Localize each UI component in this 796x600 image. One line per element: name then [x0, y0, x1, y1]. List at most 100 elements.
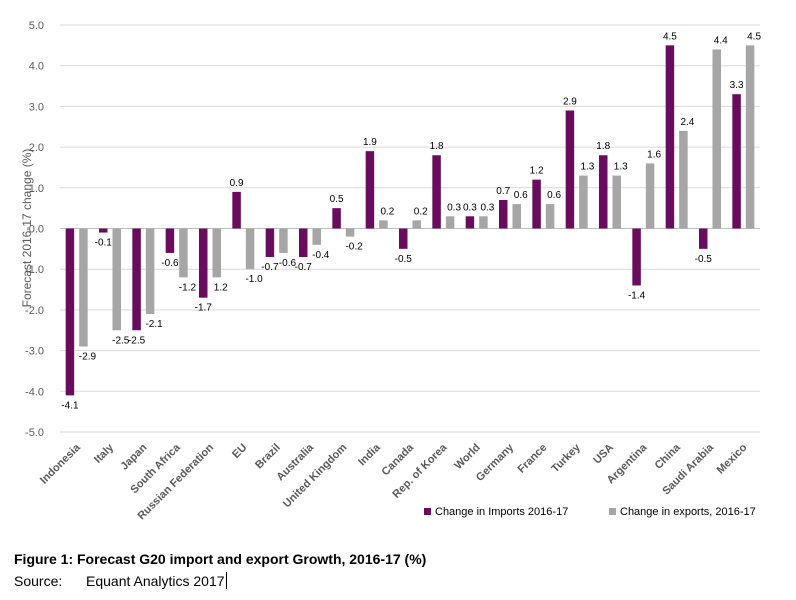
bar-imports: [265, 228, 275, 257]
bar-imports: [399, 228, 408, 249]
bar-imports: [165, 228, 175, 253]
data-label: 1.2: [530, 166, 544, 177]
x-tick-label: Turkey: [549, 441, 583, 475]
data-label: 3.3: [730, 80, 744, 91]
data-label: -2.1: [145, 319, 163, 330]
bar-exports: [612, 175, 621, 229]
data-label: 0.3: [480, 202, 494, 213]
x-tick-label: India: [356, 441, 383, 468]
bar-imports: [465, 216, 475, 229]
bar-imports: [699, 228, 708, 249]
bar-imports: [565, 110, 575, 229]
y-tick-label: 4.0: [29, 61, 44, 73]
gridlines: [60, 24, 760, 433]
data-label: 1.3: [580, 162, 594, 173]
data-label: 0.6: [547, 190, 561, 201]
bar-exports: [545, 204, 555, 229]
y-tick-label: 2.0: [29, 142, 44, 154]
bar-exports: [279, 228, 288, 253]
x-tick-label: United Kingdom: [281, 441, 350, 510]
text-cursor: [225, 572, 227, 589]
legend-swatch-imports: [424, 508, 431, 515]
bar-imports: [232, 191, 241, 229]
data-label: 0.7: [496, 186, 510, 197]
bar-imports: [599, 155, 608, 229]
bar-imports: [732, 94, 741, 229]
y-tick-label: -1.0: [25, 264, 44, 276]
data-label: -0.6: [279, 258, 297, 269]
bar-exports: [145, 228, 155, 314]
data-label: 1.2: [214, 282, 228, 293]
bar-imports: [532, 179, 541, 229]
legend-label-imports: Change in Imports 2016-17: [435, 506, 568, 518]
bar-imports: [65, 228, 75, 396]
data-label: 4.5: [663, 31, 677, 42]
data-label: 1.6: [647, 149, 661, 160]
y-tick-label: 0.0: [29, 224, 44, 236]
data-label: 0.5: [330, 194, 344, 205]
bar-imports: [432, 155, 441, 229]
y-tick-label: -5.0: [25, 427, 44, 439]
bar-imports: [632, 228, 641, 286]
data-label: 1.8: [596, 141, 610, 152]
bar-imports: [499, 200, 508, 229]
data-label: -1.0: [245, 274, 263, 285]
bar-exports: [679, 130, 688, 229]
data-label: 0.9: [230, 178, 244, 189]
bar-exports: [245, 228, 255, 270]
bar-imports: [99, 228, 108, 233]
data-label: 0.2: [380, 206, 394, 217]
x-tick-label: EU: [230, 442, 249, 461]
x-tick-label: Mexico: [715, 441, 750, 476]
source-text: Equant Analytics 2017: [86, 573, 225, 589]
data-label: 1.9: [363, 137, 377, 148]
data-label: 2.4: [680, 117, 694, 128]
bar-exports: [512, 204, 521, 229]
x-tick-label: Brazil: [253, 442, 283, 472]
data-label: -1.4: [628, 290, 646, 301]
y-tick-label: 1.0: [29, 183, 44, 195]
chart: -5.0 -4.0 -3.0 -2.0 -1.0 0.0 1.0 2.0 3.0 4.0 5.0 F…: [20, 20, 761, 522]
data-label: 4.4: [714, 35, 728, 46]
bar-exports: [479, 216, 488, 229]
bar-imports: [132, 228, 141, 331]
data-label: -2.5: [112, 335, 130, 346]
y-tick-label: 3.0: [29, 101, 44, 113]
bars: [65, 45, 755, 396]
bar-exports: [345, 228, 355, 237]
bar-imports: [365, 151, 375, 229]
data-label: -2.5: [128, 335, 146, 346]
x-tick-label: Italy: [92, 441, 117, 466]
x-tick-label: Indonesia: [38, 441, 83, 486]
y-axis-label: Forecast 2016-17 change (%): [20, 149, 34, 308]
x-tick-label: China: [653, 441, 684, 472]
source-label: Source:: [14, 573, 63, 589]
data-label: -1.2: [179, 282, 197, 293]
data-label: 0.3: [463, 202, 477, 213]
data-label: -0.5: [395, 254, 413, 265]
data-label: 1.8: [430, 141, 444, 152]
y-tick-label: -4.0: [25, 386, 44, 398]
data-label: -2.9: [79, 352, 97, 363]
bar-exports: [212, 228, 221, 278]
data-label: -0.7: [261, 262, 279, 273]
figure-caption: Figure 1: Forecast G20 import and export…: [14, 551, 427, 567]
bar-imports: [665, 45, 675, 229]
bar-exports: [445, 216, 455, 229]
bar-exports: [745, 45, 755, 229]
y-tick-label: -3.0: [25, 346, 44, 358]
bar-imports: [299, 228, 308, 257]
data-label: 0.6: [514, 190, 528, 201]
x-tick-label: Germany: [474, 441, 517, 484]
bar-exports: [79, 228, 88, 347]
y-tick-label: 5.0: [29, 20, 44, 32]
data-label: 4.5: [747, 31, 761, 42]
bar-imports: [199, 228, 208, 298]
source-line: Source: Equant Analytics 2017: [14, 572, 227, 589]
data-labels: -4.1-2.9-0.1-2.5-2.5-2.1-0.6-1.2-1.71.20…: [61, 31, 761, 411]
legend: Change in Imports 2016-17 Change in expo…: [424, 506, 756, 518]
data-label: -1.7: [195, 303, 213, 314]
data-label: -0.2: [345, 242, 363, 253]
data-label: 1.3: [614, 162, 628, 173]
y-tick-label: -2.0: [25, 305, 44, 317]
